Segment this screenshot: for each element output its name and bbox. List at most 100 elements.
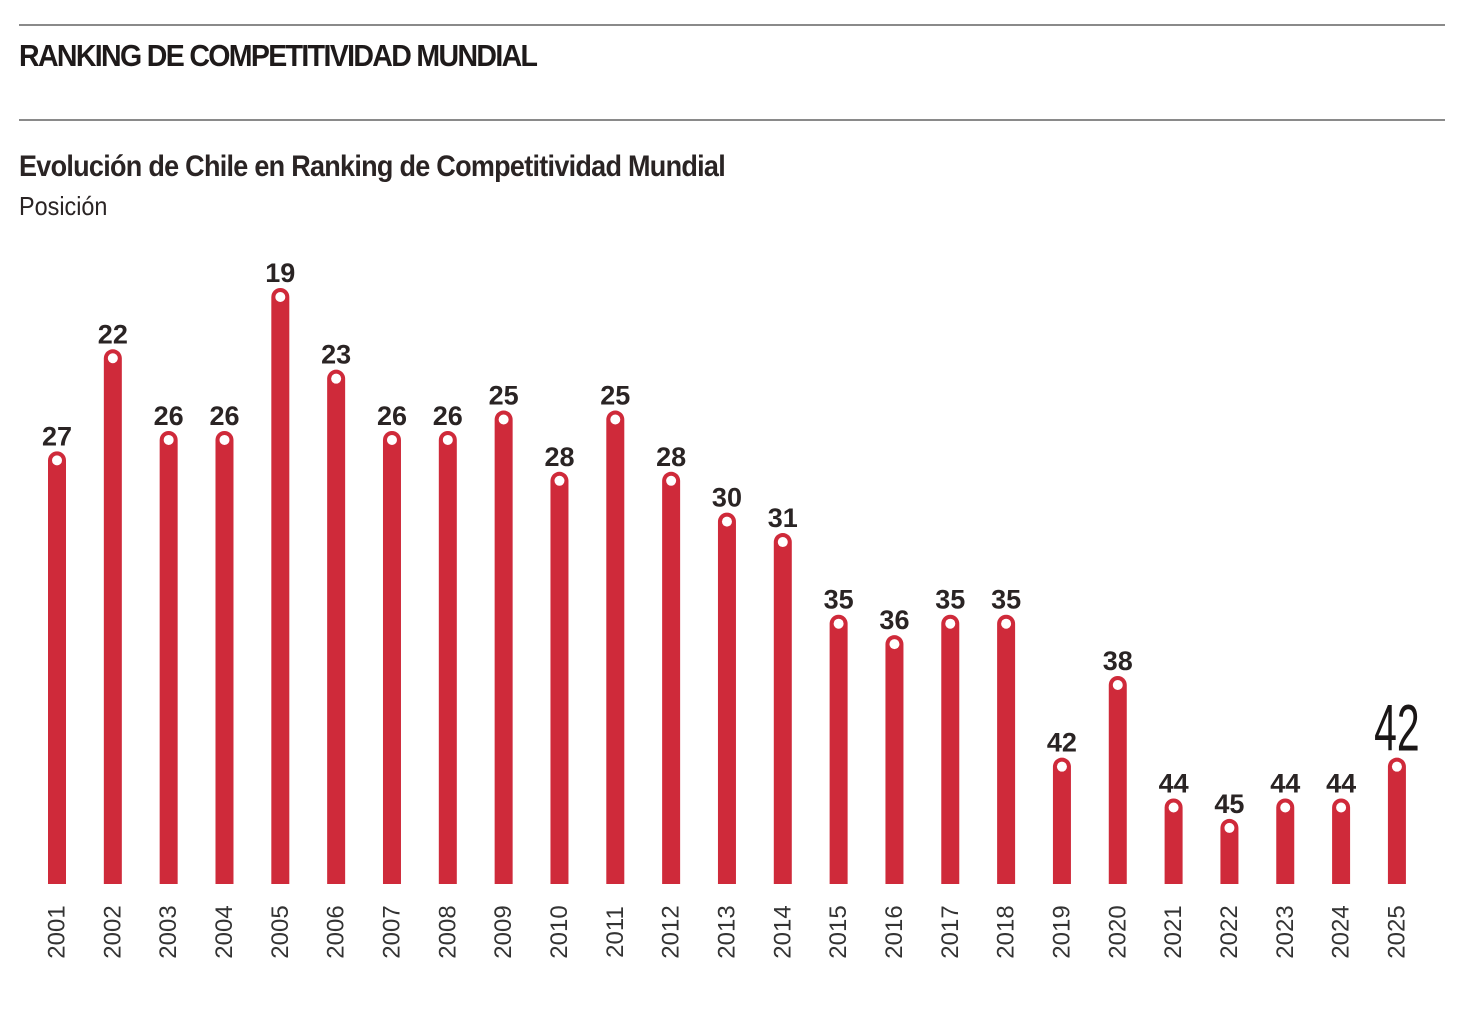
bar-group: 26 2004 [209, 401, 239, 959]
bar [606, 410, 625, 884]
bar-group: 28 2010 [544, 442, 574, 959]
bar-group: 45 2022 [1214, 789, 1244, 959]
bar-group: 28 2012 [656, 442, 686, 959]
bar-group: 26 2008 [433, 401, 463, 959]
value-label: 25 [489, 381, 519, 411]
bar-dot [163, 434, 174, 445]
bar [1332, 798, 1351, 884]
x-tick-label: 2013 [713, 905, 740, 958]
x-tick-label: 2012 [658, 905, 685, 958]
bar-dot [833, 618, 844, 629]
bar-dot [52, 455, 62, 466]
bar [717, 512, 736, 884]
bar [773, 533, 792, 884]
x-tick-label: 2009 [490, 905, 517, 958]
bar [159, 430, 178, 884]
x-tick-label: 2016 [881, 905, 908, 958]
bar-dot [219, 434, 230, 445]
highlight-value-label: 42 [1374, 691, 1420, 766]
section-title: RANKING DE COMPETITIVIDAD MUNDIAL [19, 38, 538, 73]
x-tick-label: 2002 [99, 905, 126, 958]
bar-dot [721, 516, 732, 527]
x-tick-label: 2005 [267, 905, 294, 958]
bar-dot [777, 537, 788, 548]
bar [1387, 757, 1406, 884]
header-divider [19, 119, 1445, 121]
value-label: 31 [768, 503, 798, 533]
bar-group: 44 2024 [1326, 769, 1356, 959]
bar-dot [331, 373, 342, 384]
value-label: 26 [154, 401, 184, 431]
value-label: 22 [98, 319, 128, 349]
bar [271, 288, 290, 884]
x-tick-label: 2015 [825, 905, 852, 958]
bar-group: 26 2003 [154, 401, 184, 959]
bar [662, 471, 681, 884]
value-label: 23 [321, 340, 351, 370]
bar-dot [442, 434, 453, 445]
x-tick-label: 2019 [1048, 905, 1075, 958]
bar [1276, 798, 1295, 884]
value-label: 19 [265, 258, 295, 288]
chart-title: Evolución de Chile en Ranking de Competi… [19, 150, 726, 183]
x-tick-label: 2018 [993, 905, 1020, 958]
value-label: 26 [433, 401, 463, 431]
top-rule [19, 24, 1445, 26]
bar-group: 22 2002 [98, 319, 128, 958]
bar-group: 25 2011 [600, 381, 630, 958]
x-tick-label: 2024 [1328, 905, 1355, 958]
value-label: 45 [1214, 789, 1244, 819]
value-label: 42 [1047, 728, 1077, 758]
bar-dot [945, 618, 956, 629]
bar-dot [275, 292, 286, 302]
bar [494, 410, 513, 884]
bar-dot [498, 414, 509, 425]
bar [215, 430, 234, 884]
bar [550, 471, 569, 884]
bar [327, 369, 346, 884]
bar [885, 635, 904, 884]
bar-group: 35 2017 [935, 585, 965, 959]
bar-dot [889, 639, 900, 650]
bar-dot [1391, 761, 1402, 772]
bar-group: 44 2023 [1270, 769, 1300, 959]
bar [382, 430, 401, 884]
value-label: 27 [42, 421, 72, 451]
value-label: 26 [209, 401, 239, 431]
bar [1052, 757, 1071, 884]
x-tick-label: 2022 [1216, 905, 1243, 958]
bar [829, 614, 848, 884]
x-tick-label: 2008 [434, 905, 461, 958]
value-label: 35 [991, 585, 1021, 615]
bar-dot [1001, 618, 1012, 629]
bar-group: 26 2007 [377, 401, 407, 959]
bar-group: 38 2020 [1103, 646, 1133, 959]
bar [1220, 818, 1239, 884]
bar [48, 451, 66, 884]
x-tick-label: 2020 [1104, 905, 1131, 958]
bar-group: 36 2016 [879, 605, 909, 959]
bar-dot [1280, 802, 1291, 813]
bar-group: 23 2006 [321, 340, 351, 959]
bar [103, 349, 122, 884]
value-label: 28 [544, 442, 574, 472]
bar-group: 42 2019 [1047, 728, 1077, 959]
x-tick-label: 2023 [1272, 905, 1299, 958]
x-tick-label: 2010 [546, 905, 573, 958]
x-tick-label: 2003 [155, 905, 182, 958]
bar-group: 42 2025 [1374, 691, 1420, 959]
value-label: 28 [656, 442, 686, 472]
bar-dot [1168, 802, 1179, 813]
value-label: 36 [879, 605, 909, 635]
bar-dot [1224, 822, 1235, 833]
x-tick-label: 2007 [378, 905, 405, 958]
x-tick-label: 2006 [323, 905, 350, 958]
bar-dot [610, 414, 621, 425]
value-label: 30 [712, 483, 742, 513]
value-label: 35 [935, 585, 965, 615]
x-tick-label: 2001 [44, 905, 71, 958]
x-tick-label: 2017 [937, 905, 964, 958]
bar-dot [554, 475, 565, 486]
bar-group: 25 2009 [489, 381, 519, 959]
